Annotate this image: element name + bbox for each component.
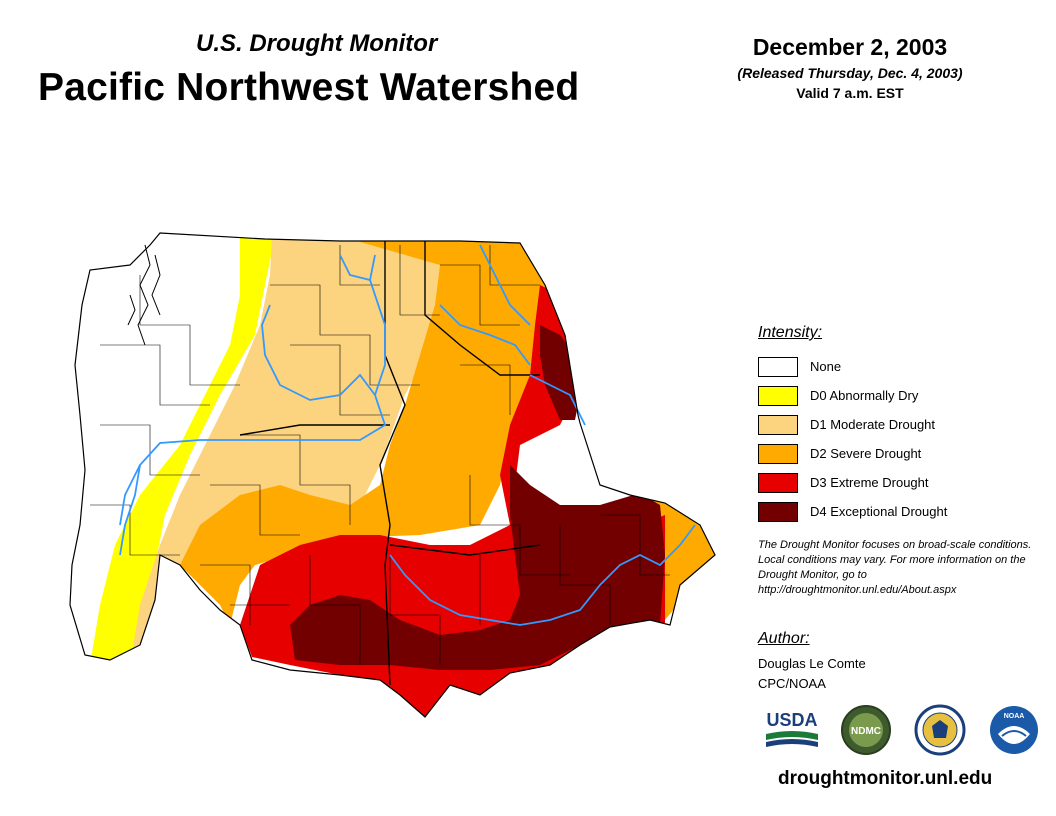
- ndmc-logo-text: NDMC: [851, 726, 881, 737]
- monitor-note: The Drought Monitor focuses on broad-sca…: [758, 539, 1032, 596]
- commerce-seal: [914, 704, 966, 756]
- legend-row: D1 Moderate Drought: [758, 410, 1048, 439]
- area-d2: [180, 239, 570, 625]
- legend-swatch: [758, 414, 798, 435]
- snake-river: [529, 374, 586, 426]
- author-name: Douglas Le Comte: [758, 656, 866, 671]
- website-link[interactable]: droughtmonitor.unl.edu: [778, 768, 993, 789]
- ndmc-logo: NDMC: [841, 705, 891, 755]
- legend-swatch: [758, 356, 798, 377]
- release-date: (Released Thursday, Dec. 4, 2003): [737, 65, 963, 81]
- area-d4-south: [290, 465, 665, 670]
- noaa-logo: NOAA: [990, 706, 1038, 754]
- clark-fork: [479, 244, 531, 326]
- snake-river-south: [389, 524, 696, 626]
- kootenay-river: [439, 304, 531, 366]
- legend-label: D1 Moderate Drought: [810, 417, 936, 432]
- author-title: Author:: [758, 630, 810, 647]
- legend-row: D0 Abnormally Dry: [758, 381, 1048, 410]
- legend: Intensity: None D0 Abnormally Dry D1 Moder…: [758, 324, 1048, 526]
- legend-title: Intensity:: [758, 324, 823, 341]
- map-title: Pacific Northwest Watershed: [38, 66, 580, 109]
- legend-swatch: [758, 472, 798, 493]
- willamette-river: [119, 464, 141, 556]
- columbia-upper: [339, 254, 386, 396]
- legend-label: D4 Exceptional Drought: [810, 504, 948, 519]
- usda-logo-text: USDA: [766, 710, 817, 730]
- legend-label: None: [810, 359, 842, 374]
- partner-logos: USDA NDMC NOAA: [764, 704, 1044, 762]
- drought-areas: [70, 233, 715, 717]
- county-boundaries: [90, 245, 670, 665]
- valid-time: Valid 7 a.m. EST: [796, 85, 904, 101]
- legend-label: D3 Extreme Drought: [810, 475, 929, 490]
- legend-swatch: [758, 385, 798, 406]
- author-org: CPC/NOAA: [758, 676, 826, 691]
- usda-logo: USDA: [766, 710, 818, 747]
- legend-label: D2 Severe Drought: [810, 446, 922, 461]
- legend-label: D0 Abnormally Dry: [810, 388, 919, 403]
- legend-row: None: [758, 352, 1048, 381]
- rivers: [119, 244, 696, 626]
- map-subtitle: U.S. Drought Monitor: [196, 30, 438, 57]
- region-outline: [69, 232, 716, 718]
- legend-swatch: [758, 501, 798, 522]
- legend-swatch: [758, 443, 798, 464]
- drought-map: [69, 232, 716, 718]
- date-block: December 2, 2003 (Released Thursday, Dec…: [700, 34, 1000, 101]
- columbia-river: [119, 304, 387, 526]
- legend-row: D2 Severe Drought: [758, 439, 1048, 468]
- area-d0: [90, 235, 275, 665]
- map-date: December 2, 2003: [752, 34, 948, 60]
- legend-row: D3 Extreme Drought: [758, 468, 1048, 497]
- puget-sound: [127, 244, 161, 346]
- noaa-logo-text: NOAA: [1004, 713, 1025, 720]
- legend-row: D4 Exceptional Drought: [758, 497, 1048, 526]
